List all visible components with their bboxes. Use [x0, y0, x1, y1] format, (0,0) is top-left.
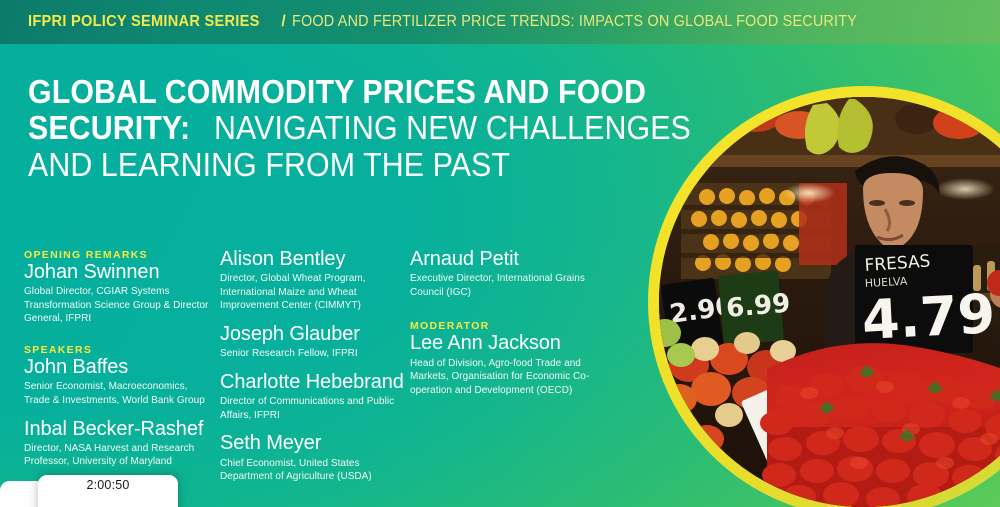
hero-photo: FRESAS HUELVA 4.79 2.90 6.99 [659, 97, 1000, 507]
svg-text:6.99: 6.99 [725, 288, 792, 323]
headline-line-3: AND LEARNING FROM THE PAST [28, 145, 511, 183]
speaker-seth-meyer: Seth Meyer Chief Economist, United State… [220, 433, 410, 483]
speaker-name: Inbal Becker-Rashef [24, 417, 204, 440]
speaker-role: Director of Communications and Public Af… [220, 395, 395, 421]
speaker-inbal-becker-rashef: Inbal Becker-Rashef Director, NASA Harve… [24, 417, 220, 469]
speaker-name: Charlotte Hebebrand [220, 370, 404, 393]
speaker-column-2: Alison Bentley Director, Global Wheat Pr… [220, 248, 410, 495]
headline-line-2: SECURITY: NAVIGATING NEW CHALLENGES [28, 109, 690, 147]
kicker-opening-remarks: OPENING REMARKS [24, 249, 148, 261]
speaker-lee-ann-jackson: Lee Ann Jackson Head of Division, Agro-f… [410, 333, 610, 397]
ribbon-text-group: IFPRI POLICY SEMINAR SERIES / FOOD AND F… [28, 0, 899, 44]
speaker-alison-bentley: Alison Bentley Director, Global Wheat Pr… [220, 248, 410, 313]
kicker-moderator: MODERATOR [410, 320, 490, 333]
svg-text:4.79: 4.79 [860, 282, 996, 352]
speaker-role: Executive Director, International Grains… [410, 272, 585, 298]
seminar-ribbon: IFPRI POLICY SEMINAR SERIES / FOOD AND F… [0, 0, 1000, 44]
seminar-title: FOOD AND FERTILIZER PRICE TRENDS: IMPACT… [291, 13, 857, 30]
speaker-name: Lee Ann Jackson [410, 332, 561, 355]
speaker-name: Seth Meyer [220, 432, 322, 455]
speaker-name: John Baffes [24, 356, 129, 379]
speaker-name: Johan Swinnen [24, 261, 160, 283]
speaker-johan-swinnen: Johan Swinnen Global Director, CGIAR Sys… [24, 261, 220, 326]
headline-line-2-rest: NAVIGATING NEW CHALLENGES [213, 109, 691, 147]
speaker-column-1: OPENING REMARKS Johan Swinnen Global Dir… [24, 249, 220, 480]
speaker-role: Senior Research Fellow, IFPRI [220, 347, 358, 360]
svg-text:FRESAS: FRESAS [864, 251, 931, 276]
speaker-arnaud-petit: Arnaud Petit Executive Director, Interna… [410, 248, 610, 299]
slide-body: FRESAS HUELVA 4.79 2.90 6.99 [0, 44, 1000, 507]
headline-line-1: GLOBAL COMMODITY PRICES AND FOOD [28, 73, 647, 110]
hero-ring: FRESAS HUELVA 4.79 2.90 6.99 [648, 86, 1000, 507]
scrubber-timestamp: 2:00:50 [86, 478, 130, 492]
slide-headline: GLOBAL COMMODITY PRICES AND FOOD SECURIT… [28, 73, 690, 183]
speaker-role: Chief Economist, United States Departmen… [220, 456, 372, 483]
speaker-charlotte-hebebrand: Charlotte Hebebrand Director of Communic… [220, 370, 410, 422]
speaker-john-baffes: John Baffes Senior Economist, Macroecono… [24, 356, 220, 407]
kicker-speakers: SPEAKERS [24, 344, 93, 357]
svg-text:HUELVA: HUELVA [864, 275, 908, 290]
speaker-name: Arnaud Petit [410, 248, 519, 270]
speaker-role: Head of Division, Agro-food Trade and Ma… [410, 356, 590, 396]
speaker-role: Director, NASA Harvest and Research Prof… [24, 441, 195, 468]
headline-line-2-bold: SECURITY: [28, 109, 191, 147]
speaker-role: Director, Global Wheat Program, Internat… [220, 272, 366, 312]
speaker-joseph-glauber: Joseph Glauber Senior Research Fellow, I… [220, 323, 410, 361]
speaker-role: Senior Economist, Macroeconomics, Trade … [24, 380, 205, 406]
speaker-columns: OPENING REMARKS Johan Swinnen Global Dir… [24, 248, 634, 507]
series-label: IFPRI POLICY SEMINAR SERIES [28, 13, 260, 30]
speaker-name: Joseph Glauber [220, 323, 360, 346]
scrubber-preview-tooltip[interactable]: 2:00:50 [38, 475, 178, 507]
speaker-role: Global Director, CGIAR Systems Transform… [24, 285, 209, 325]
speaker-column-3: Arnaud Petit Executive Director, Interna… [410, 248, 610, 409]
speaker-name: Alison Bentley [220, 248, 346, 270]
ribbon-separator: / [281, 13, 286, 30]
